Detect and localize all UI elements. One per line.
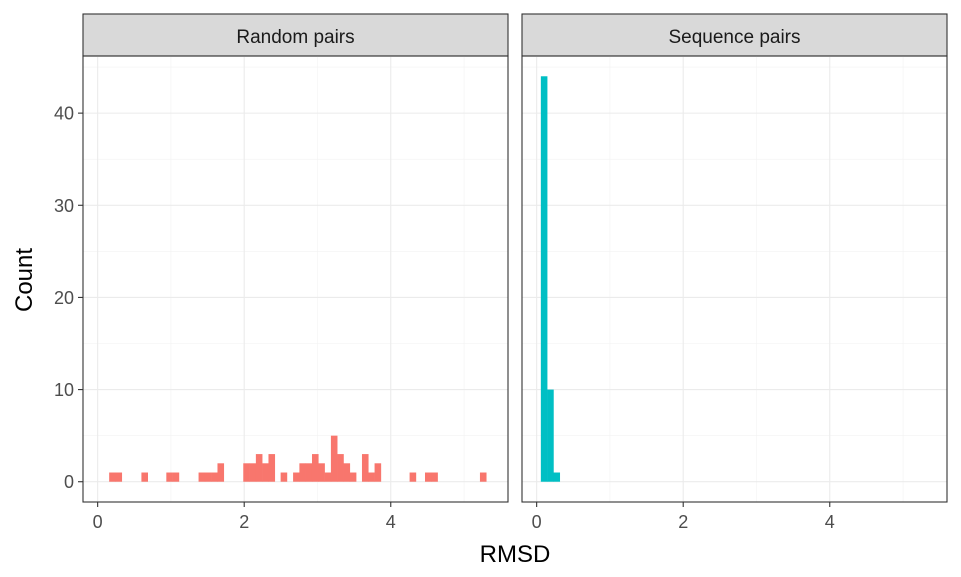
histogram-bar	[262, 463, 269, 482]
histogram-bar	[280, 472, 288, 482]
x-axis-title: RMSD	[480, 541, 551, 568]
histogram-bar	[141, 472, 148, 482]
x-tick-label: 4	[386, 512, 396, 532]
facet-label: Sequence pairs	[668, 27, 800, 48]
y-axis: 0 10 20 30 40	[54, 104, 83, 492]
histogram-bar	[293, 472, 300, 482]
y-tick-label: 0	[64, 472, 74, 492]
panel-random-pairs: Random pairs 0 2 4	[82, 13, 509, 532]
histogram-bar	[361, 454, 369, 482]
histogram-bar	[324, 472, 332, 482]
x-tick-label: 4	[825, 512, 835, 532]
histogram-bar	[431, 472, 438, 482]
histogram-bar	[330, 435, 338, 482]
facet-strip	[82, 13, 509, 57]
histogram-bar	[198, 472, 206, 482]
histogram-bar	[318, 463, 325, 482]
x-tick-label: 2	[678, 512, 688, 532]
histogram-bar	[540, 76, 548, 482]
histogram-bar	[374, 463, 382, 482]
y-axis-title: Count	[11, 248, 38, 312]
facet-strip	[521, 13, 948, 57]
panel-border	[82, 55, 509, 503]
facet-label: Random pairs	[236, 27, 354, 48]
y-tick-label: 30	[54, 196, 74, 216]
x-tick-label: 0	[93, 512, 103, 532]
histogram-bar	[479, 472, 487, 482]
histogram-bar	[109, 472, 116, 482]
x-tick-label: 2	[239, 512, 249, 532]
histogram-bar	[166, 472, 173, 482]
panel-sequence-pairs: Sequence pairs 0 2 4	[521, 13, 948, 532]
histogram-bar	[172, 472, 180, 482]
histogram-bar	[211, 472, 218, 482]
y-tick-label: 10	[54, 380, 74, 400]
histogram-bar	[255, 454, 263, 482]
histogram-bar	[249, 463, 257, 482]
histogram-bar	[268, 454, 276, 482]
histogram-bar	[547, 389, 554, 482]
histogram-bar	[305, 463, 313, 482]
histogram-bar	[553, 472, 561, 482]
x-tick-label: 0	[532, 512, 542, 532]
histogram-bar	[337, 454, 344, 482]
histogram-bar	[343, 463, 351, 482]
histogram-bar	[368, 472, 375, 482]
y-tick-label: 20	[54, 288, 74, 308]
histogram-bar	[409, 472, 417, 482]
histogram-bar	[424, 472, 432, 482]
histogram-bar	[299, 463, 306, 482]
histogram-bar	[243, 463, 250, 482]
histogram-bar	[349, 472, 357, 482]
histogram-bar	[115, 472, 123, 482]
y-tick-label: 40	[54, 104, 74, 124]
panel-border	[521, 55, 948, 503]
histogram-bar	[311, 454, 319, 482]
histogram-bar	[204, 472, 212, 482]
histogram-bar	[217, 463, 225, 482]
